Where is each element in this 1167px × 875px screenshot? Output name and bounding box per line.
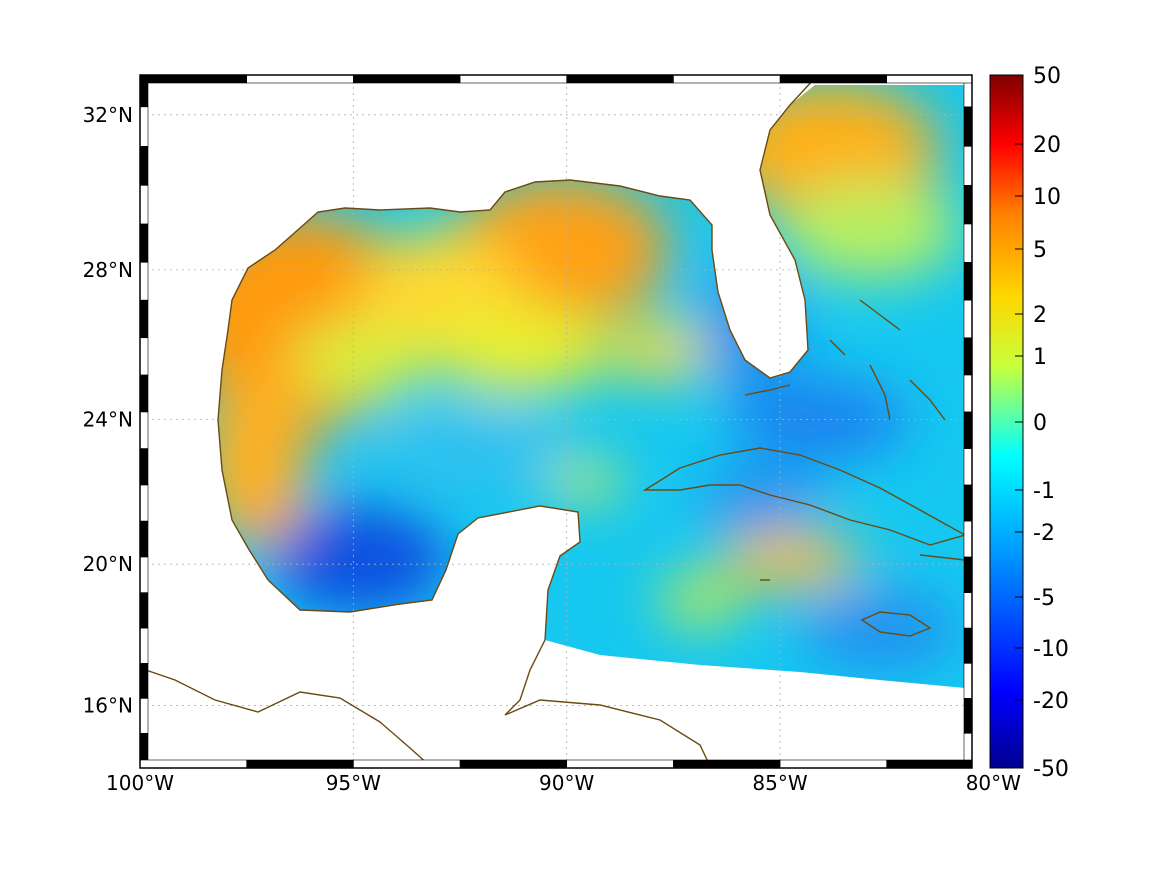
longitude-labels: 100°W 95°W 90°W 85°W 80°W: [106, 771, 1021, 795]
colorbar-tick-label: 1: [1033, 345, 1047, 370]
frame-segment: [353, 759, 461, 769]
frame-segment: [963, 484, 973, 522]
frame-segment: [673, 74, 781, 84]
colorbar-tick-label: -2: [1033, 521, 1055, 546]
frame-segment: [139, 759, 247, 769]
frame-segment: [139, 185, 149, 225]
frame-segment: [139, 592, 149, 629]
frame-segment: [139, 556, 149, 594]
colorbar-tick-label: -5: [1033, 586, 1055, 611]
latitude-tick-label: 24°N: [83, 407, 133, 431]
bahamas: [829, 299, 946, 421]
colorbar-tick-label: 5: [1033, 238, 1047, 263]
latitude-labels: 32°N 28°N 24°N 20°N 16°N: [83, 103, 133, 718]
frame-segment: [139, 484, 149, 522]
frame-segment: [139, 223, 149, 263]
hispaniola: [919, 554, 966, 561]
longitude-tick-label: 80°W: [966, 771, 1021, 795]
frame-segment: [139, 299, 149, 339]
frame-segment: [963, 627, 973, 664]
colorbar-tick-label: -50: [1033, 757, 1069, 782]
longitude-tick-label: 85°W: [752, 771, 807, 795]
latitude-tick-label: 16°N: [83, 693, 133, 717]
frame-segment: [139, 663, 149, 699]
longitude-tick-label: 90°W: [539, 771, 594, 795]
frame-segment: [779, 759, 887, 769]
frame-segment: [963, 185, 973, 225]
frame-segment: [139, 698, 149, 734]
frame-segment: [246, 74, 354, 84]
florida-keys: [744, 384, 791, 396]
frame-segment: [459, 759, 567, 769]
frame-segment: [139, 106, 149, 147]
longitude-tick-label: 100°W: [106, 771, 174, 795]
frame-segment: [139, 520, 149, 558]
graticule: [140, 75, 972, 768]
frame-segment: [963, 556, 973, 594]
frame-segment: [566, 759, 674, 769]
frame-segment: [139, 448, 149, 486]
frame-segment: [963, 261, 973, 301]
frame-segment: [963, 299, 973, 339]
frame-segment: [779, 74, 887, 84]
frame-segment: [139, 627, 149, 664]
frame-segment: [886, 759, 973, 769]
frame-segment: [139, 337, 149, 376]
central-america-coast: [504, 699, 711, 767]
colorbar-tick-label: 20: [1033, 133, 1061, 158]
colorbar-tick-label: 50: [1033, 64, 1061, 89]
mexico-coast: [267, 505, 581, 716]
frame-segment: [459, 74, 567, 84]
frame-segment: [963, 411, 973, 449]
frame-segment: [139, 146, 149, 186]
frame-segment: [139, 74, 247, 84]
colorbar-tick-label: -10: [1033, 637, 1069, 662]
frame-segment: [139, 374, 149, 413]
frame-segment: [353, 74, 461, 84]
frame-segment: [139, 261, 149, 301]
data-field: [218, 85, 965, 688]
latitude-tick-label: 32°N: [83, 103, 133, 127]
frame-segment: [566, 74, 674, 84]
cuba: [642, 447, 967, 546]
frame-segment: [673, 759, 781, 769]
colorbar-tick-label: -20: [1033, 689, 1069, 714]
frame-segment: [139, 411, 149, 449]
jamaica: [860, 611, 932, 637]
colorbar-tick-label: -1: [1033, 479, 1055, 504]
frame-segment: [963, 698, 973, 734]
map-frame: [139, 74, 973, 769]
colorbar-tick-label: 10: [1033, 185, 1061, 210]
latitude-tick-label: 28°N: [83, 258, 133, 282]
frame-segment: [963, 374, 973, 413]
frame-segment: [963, 337, 973, 376]
frame-segment: [963, 223, 973, 263]
latitude-tick-label: 20°N: [83, 552, 133, 576]
frame-segment: [963, 663, 973, 699]
frame-segment: [963, 520, 973, 558]
frame-segment: [963, 592, 973, 629]
longitude-tick-label: 95°W: [326, 771, 381, 795]
frame-segment: [886, 74, 973, 84]
frame-segment: [246, 759, 354, 769]
colorbar-tick-label: 0: [1033, 411, 1047, 436]
frame-segment: [963, 146, 973, 186]
frame-segment: [963, 448, 973, 486]
colorbar-tick-label: 2: [1033, 303, 1047, 328]
frame-segment: [963, 106, 973, 147]
